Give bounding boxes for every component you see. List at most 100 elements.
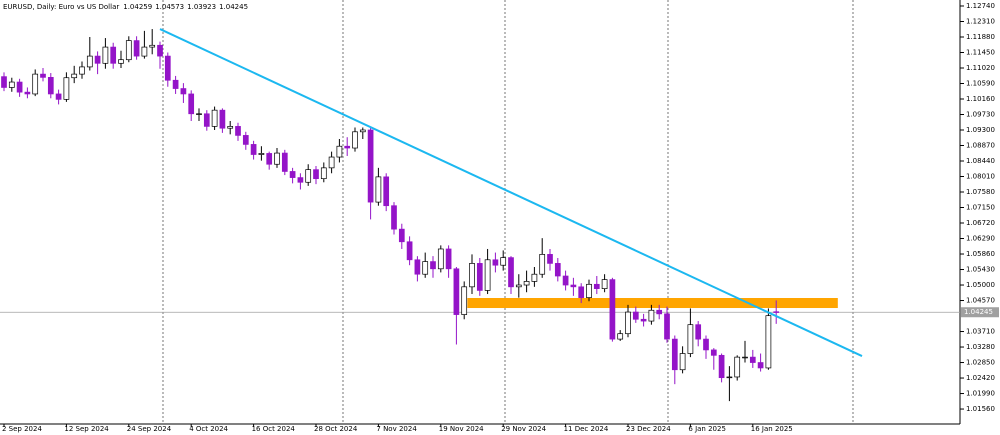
candle-body — [180, 88, 187, 95]
candle-body — [430, 261, 436, 270]
x-tick-label: 4 Oct 2024 — [189, 425, 228, 433]
candle-body — [687, 324, 694, 354]
period-separators — [162, 0, 854, 424]
candle-body — [313, 169, 319, 180]
candle-body — [500, 257, 507, 266]
y-tick-label: 1.04570 — [966, 297, 995, 305]
candle-body — [445, 248, 452, 270]
candle-body — [16, 81, 23, 93]
candle-body — [24, 91, 31, 95]
candle-body — [63, 77, 70, 100]
candle-body — [196, 113, 202, 115]
y-tick-label: 1.11880 — [966, 33, 995, 41]
candle-body — [398, 228, 405, 243]
candle-body — [94, 55, 101, 64]
candle-body — [305, 169, 312, 183]
candle-body — [414, 259, 421, 275]
candle-body — [86, 55, 93, 68]
candle-body — [609, 279, 616, 340]
candle-body — [274, 152, 280, 165]
candle-body — [734, 356, 741, 378]
candle-body — [352, 131, 358, 149]
candle-body — [578, 286, 585, 298]
y-tick-label: 1.07580 — [966, 188, 995, 196]
candle-body — [281, 152, 288, 172]
chart-header: EURUSD, Daily: Euro vs US Dollar 1.04259 1… — [3, 3, 248, 11]
candle-body — [297, 177, 304, 183]
candle-body — [671, 338, 678, 371]
candle-body — [617, 333, 624, 340]
candle-body — [375, 176, 382, 203]
candle-body — [469, 263, 475, 288]
candle-body — [164, 55, 171, 81]
candle-body — [118, 59, 124, 64]
candle-body — [227, 126, 234, 129]
y-tick-label: 1.06290 — [966, 235, 995, 243]
candle-body — [157, 44, 163, 57]
candle-body — [203, 113, 210, 127]
zone — [467, 298, 838, 309]
x-tick-label: 12 Sep 2024 — [64, 425, 109, 433]
candle-body — [133, 40, 140, 57]
y-tick-label: 1.10160 — [966, 95, 995, 103]
y-tick-label: 1.07150 — [966, 204, 995, 212]
ohlc-low: 1.03923 — [187, 3, 216, 11]
y-tick-label: 1.08870 — [966, 142, 995, 150]
candle-body — [523, 281, 530, 286]
candle-body — [703, 338, 709, 351]
candle-body — [367, 129, 374, 203]
y-tick-label: 1.12310 — [966, 17, 995, 25]
candle-body — [47, 77, 54, 95]
candle-body — [539, 254, 546, 275]
candle-body — [359, 129, 366, 133]
y-tick-label: 1.03710 — [966, 328, 995, 336]
candle-body — [344, 145, 351, 149]
candle-body — [406, 241, 413, 261]
candle-body — [640, 318, 647, 322]
candle-body — [422, 261, 429, 275]
price-label-box — [961, 307, 999, 318]
candle-body — [625, 311, 631, 335]
x-tick-label: 16 Jan 2025 — [751, 425, 793, 433]
candle-body — [102, 46, 109, 64]
candle-body — [437, 248, 444, 270]
candle-body — [461, 286, 468, 315]
candle-body — [656, 309, 663, 315]
candle-body — [219, 109, 226, 129]
x-tick-label: 23 Dec 2024 — [626, 425, 671, 433]
y-tick-label: 1.08010 — [966, 173, 995, 181]
y-tick-label: 1.10590 — [966, 79, 995, 87]
y-tick-label: 1.09300 — [966, 126, 995, 134]
y-tick-label: 1.01990 — [966, 390, 995, 398]
candle-body — [250, 144, 257, 155]
candle-body — [554, 263, 561, 277]
ohlc-close: 1.04245 — [219, 3, 248, 11]
candle-body — [336, 145, 343, 158]
candle-body — [570, 284, 577, 288]
x-tick-label: 2 Sep 2024 — [2, 425, 42, 433]
candle-body — [110, 46, 117, 64]
candle-body — [718, 354, 725, 379]
candle-body — [749, 356, 756, 363]
candle-body — [383, 176, 390, 207]
candle-body — [695, 324, 702, 340]
candle-body — [593, 283, 600, 289]
y-tick-label: 1.01560 — [966, 405, 995, 413]
x-tick-label: 6 Jan 2025 — [688, 425, 726, 433]
x-tick-label: 19 Nov 2024 — [439, 425, 484, 433]
candle-body — [211, 109, 218, 127]
candle-body — [679, 353, 686, 371]
candle-body — [1, 76, 7, 88]
y-tick-label: 1.11020 — [966, 64, 995, 72]
x-tick-label: 11 Dec 2024 — [564, 425, 609, 433]
y-tick-label: 1.05000 — [966, 281, 995, 289]
y-tick-label: 1.02850 — [966, 359, 995, 367]
y-tick-label: 1.08440 — [966, 157, 995, 165]
y-tick-label: 1.05860 — [966, 250, 995, 258]
candle-body — [531, 273, 538, 282]
candle-body — [266, 153, 273, 165]
candle-body — [726, 376, 733, 379]
candle-body — [289, 171, 296, 178]
candle-body — [562, 275, 569, 286]
candle-body — [547, 254, 553, 264]
